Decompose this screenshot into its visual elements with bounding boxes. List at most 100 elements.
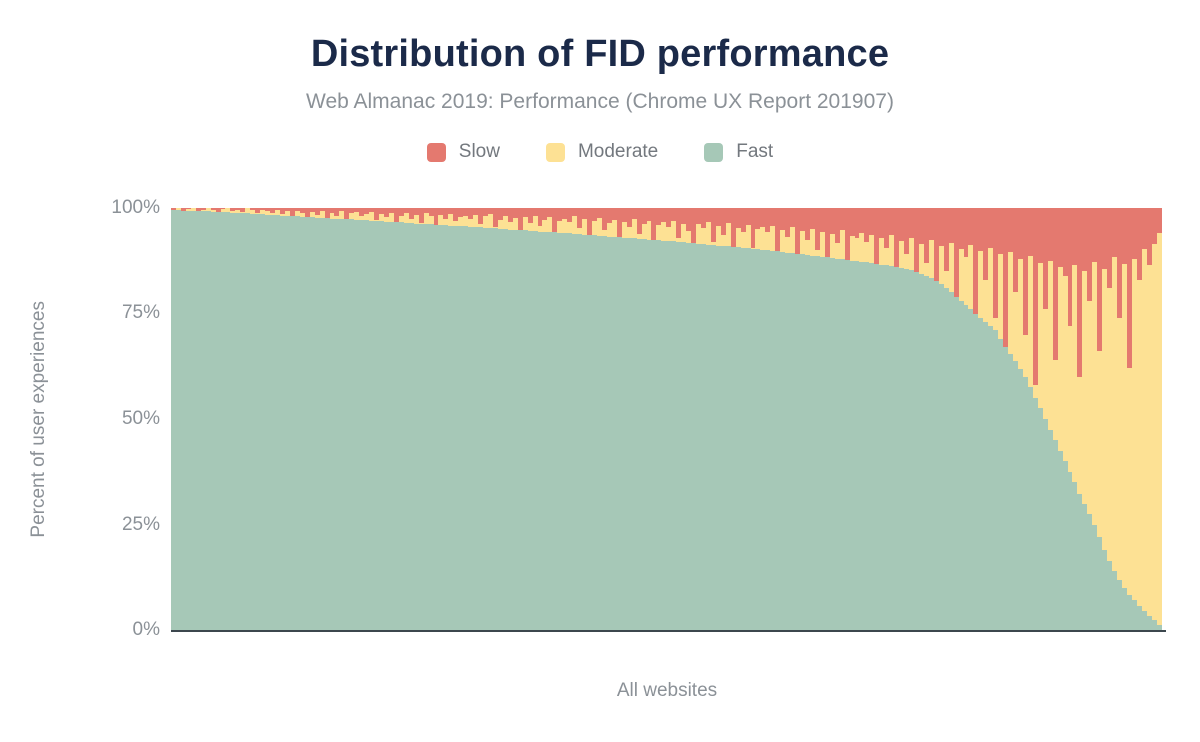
website-bar[interactable]: [656, 208, 662, 630]
website-bar[interactable]: [1062, 208, 1068, 630]
website-bar[interactable]: [423, 208, 429, 630]
website-bar[interactable]: [1067, 208, 1073, 630]
website-bar[interactable]: [403, 208, 409, 630]
website-bar[interactable]: [686, 208, 692, 630]
website-bar[interactable]: [388, 208, 394, 630]
website-bar[interactable]: [671, 208, 677, 630]
website-bar[interactable]: [676, 208, 682, 630]
website-bar[interactable]: [710, 208, 716, 630]
website-bar[interactable]: [210, 208, 216, 630]
website-bar[interactable]: [601, 208, 607, 630]
website-bar[interactable]: [859, 208, 865, 630]
website-bar[interactable]: [805, 208, 810, 630]
website-bar[interactable]: [740, 208, 746, 630]
website-bar[interactable]: [379, 208, 384, 630]
website-bar[interactable]: [973, 208, 979, 630]
website-bar[interactable]: [829, 208, 835, 630]
website-bar[interactable]: [195, 208, 201, 630]
legend-item-slow[interactable]: Slow: [426, 141, 500, 163]
website-bar[interactable]: [1117, 208, 1122, 630]
website-bar[interactable]: [1013, 208, 1018, 630]
website-bar[interactable]: [577, 208, 583, 630]
website-bar[interactable]: [190, 208, 196, 630]
website-bar[interactable]: [294, 208, 300, 630]
website-bar[interactable]: [1042, 208, 1048, 630]
website-bar[interactable]: [661, 208, 667, 630]
website-bar[interactable]: [700, 208, 706, 630]
website-bar[interactable]: [502, 208, 508, 630]
website-bar[interactable]: [809, 208, 815, 630]
website-bar[interactable]: [715, 208, 721, 630]
website-bar[interactable]: [790, 208, 796, 630]
website-bar[interactable]: [393, 208, 399, 630]
website-bar[interactable]: [894, 208, 900, 630]
website-bar[interactable]: [522, 208, 528, 630]
website-bar[interactable]: [884, 208, 890, 630]
website-bar[interactable]: [854, 208, 860, 630]
website-bar[interactable]: [314, 208, 320, 630]
website-bar[interactable]: [552, 208, 558, 630]
website-bar[interactable]: [646, 208, 652, 630]
website-bar[interactable]: [978, 208, 984, 630]
website-bar[interactable]: [943, 208, 949, 630]
website-bar[interactable]: [1022, 208, 1028, 630]
website-bar[interactable]: [473, 208, 479, 630]
website-bar[interactable]: [641, 208, 647, 630]
website-bar[interactable]: [488, 208, 493, 630]
website-bar[interactable]: [735, 208, 741, 630]
website-bar[interactable]: [1003, 208, 1009, 630]
website-bar[interactable]: [869, 208, 875, 630]
website-bar[interactable]: [567, 208, 573, 630]
website-bar[interactable]: [968, 208, 974, 630]
website-bar[interactable]: [1082, 208, 1088, 630]
website-bar[interactable]: [1122, 208, 1127, 630]
website-bar[interactable]: [438, 208, 444, 630]
website-bar[interactable]: [765, 208, 771, 630]
website-bar[interactable]: [681, 208, 687, 630]
website-bar[interactable]: [1136, 208, 1142, 630]
website-bar[interactable]: [874, 208, 880, 630]
website-bar[interactable]: [319, 208, 325, 630]
website-bar[interactable]: [433, 208, 439, 630]
website-bar[interactable]: [255, 208, 261, 630]
website-bar[interactable]: [329, 208, 335, 630]
website-bar[interactable]: [304, 208, 310, 630]
website-bar[interactable]: [621, 208, 627, 630]
website-bar[interactable]: [468, 208, 474, 630]
website-bar[interactable]: [775, 208, 781, 630]
website-bar[interactable]: [844, 208, 850, 630]
website-bar[interactable]: [750, 208, 756, 630]
website-bar[interactable]: [988, 208, 994, 630]
website-bar[interactable]: [279, 208, 285, 630]
website-bar[interactable]: [339, 208, 345, 630]
website-bar[interactable]: [1072, 208, 1078, 630]
website-bar[interactable]: [928, 208, 934, 630]
website-bar[interactable]: [1131, 208, 1137, 630]
website-bar[interactable]: [760, 208, 766, 630]
website-bar[interactable]: [349, 208, 355, 630]
website-bar[interactable]: [398, 208, 404, 630]
website-bar[interactable]: [814, 208, 820, 630]
website-bar[interactable]: [1032, 208, 1038, 630]
website-bar[interactable]: [1102, 208, 1108, 630]
website-bar[interactable]: [458, 208, 464, 630]
website-bar[interactable]: [913, 208, 919, 630]
website-bar[interactable]: [725, 208, 731, 630]
website-bar[interactable]: [904, 208, 910, 630]
website-bar[interactable]: [547, 208, 553, 630]
website-bar[interactable]: [180, 208, 186, 630]
website-bar[interactable]: [428, 208, 434, 630]
website-bar[interactable]: [532, 208, 538, 630]
website-bar[interactable]: [1008, 208, 1014, 630]
website-bar[interactable]: [1057, 208, 1063, 630]
website-bar[interactable]: [562, 208, 568, 630]
website-bar[interactable]: [483, 208, 488, 630]
website-bar[interactable]: [953, 208, 959, 630]
website-bar[interactable]: [963, 208, 969, 630]
website-bar[interactable]: [834, 208, 840, 630]
website-bar[interactable]: [354, 208, 360, 630]
website-bar[interactable]: [275, 208, 280, 630]
website-bar[interactable]: [596, 208, 602, 630]
website-bar[interactable]: [582, 208, 588, 630]
website-bar[interactable]: [171, 208, 176, 630]
